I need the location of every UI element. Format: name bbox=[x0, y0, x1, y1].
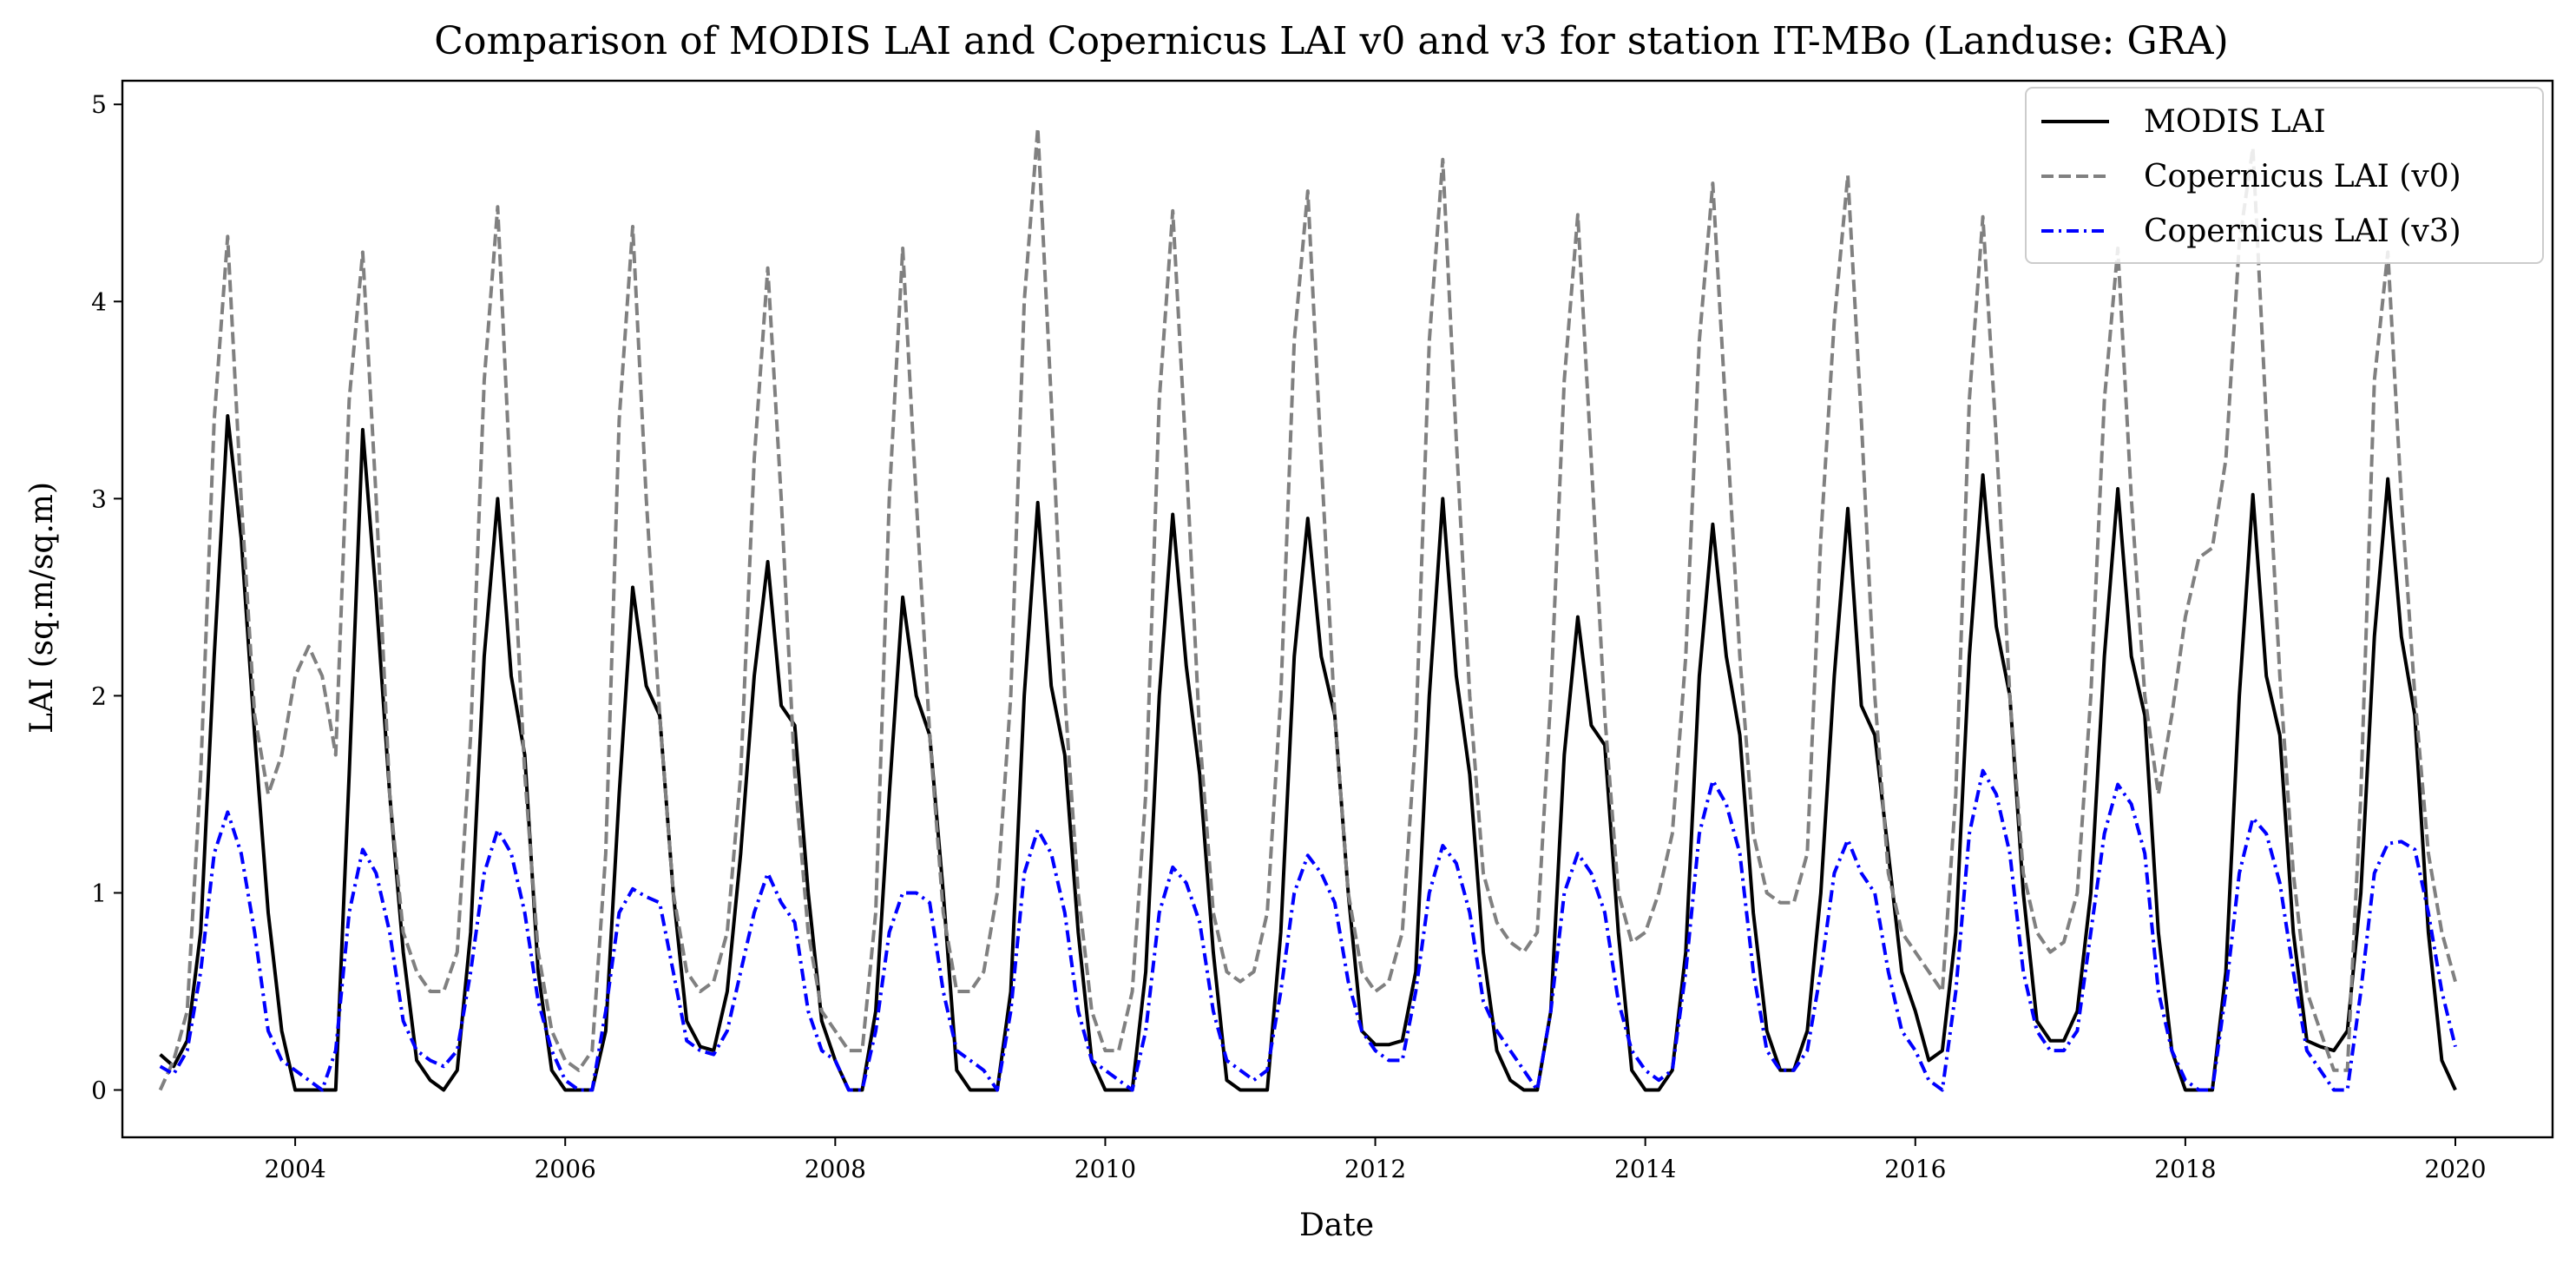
y-tick-label: 3 bbox=[91, 484, 107, 513]
legend-label-copernicus-v0: Copernicus LAI (v0) bbox=[2144, 159, 2461, 194]
x-tick-label: 2008 bbox=[805, 1155, 866, 1183]
series-line-modis-lai bbox=[159, 414, 2457, 1092]
x-tick-label: 2006 bbox=[535, 1155, 596, 1183]
series-line-copernicus-lai-v0 bbox=[158, 126, 2457, 1091]
y-tick-label: 1 bbox=[91, 879, 107, 907]
chart-title: Comparison of MODIS LAI and Copernicus L… bbox=[434, 19, 2228, 63]
x-axis-label: Date bbox=[1299, 1208, 1374, 1243]
x-tick-label: 2004 bbox=[264, 1155, 325, 1183]
x-tick-label: 2020 bbox=[2424, 1155, 2486, 1183]
x-tick-label: 2012 bbox=[1344, 1155, 1406, 1183]
y-tick-label: 5 bbox=[91, 90, 107, 119]
series-layer bbox=[158, 126, 2457, 1092]
x-tick-label: 2016 bbox=[1884, 1155, 1946, 1183]
legend-box bbox=[2025, 87, 2544, 264]
y-tick-label: 2 bbox=[91, 682, 107, 710]
y-axis-ticks: 0 1 2 3 4 5 bbox=[91, 90, 122, 1105]
series-line-copernicus-lai-v3 bbox=[159, 768, 2457, 1092]
legend-label-modis: MODIS LAI bbox=[2144, 104, 2326, 140]
x-tick-label: 2018 bbox=[2154, 1155, 2216, 1183]
plot-frame bbox=[121, 79, 2554, 1139]
x-tick-label: 2010 bbox=[1074, 1155, 1136, 1183]
y-axis-label: LAI (sq.m/sq.m) bbox=[24, 482, 60, 734]
y-tick-label: 4 bbox=[91, 287, 107, 316]
y-tick-label: 0 bbox=[91, 1077, 107, 1105]
legend: MODIS LAI Copernicus LAI (v0) Copernicus… bbox=[2025, 87, 2544, 264]
legend-label-copernicus-v3: Copernicus LAI (v3) bbox=[2144, 214, 2461, 249]
x-axis-ticks: 2004 2006 2008 2010 2012 2014 2016 2018 2020 bbox=[264, 1137, 2487, 1183]
x-tick-label: 2014 bbox=[1614, 1155, 1676, 1183]
